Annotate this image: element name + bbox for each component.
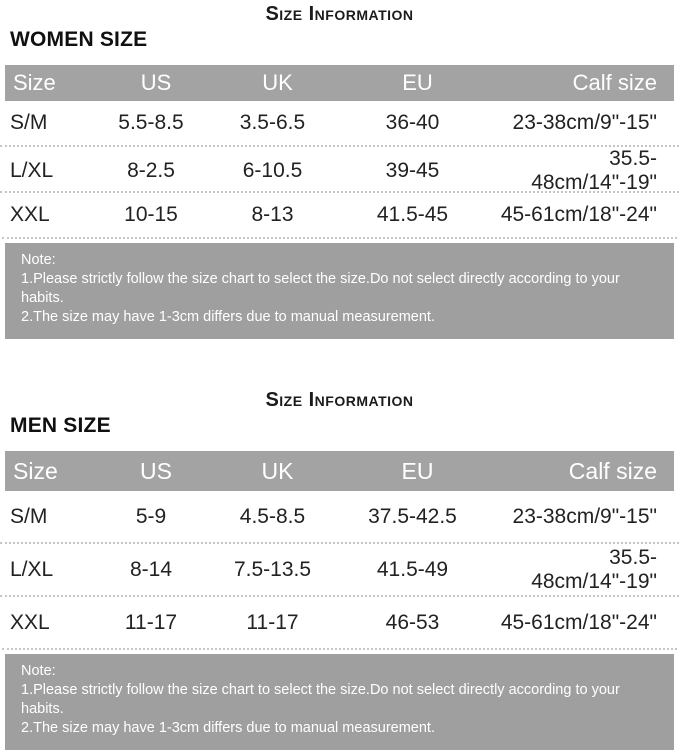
dotted-divider: [2, 237, 677, 243]
note-line-2: 2.The size may have 1-3cm differs due to…: [21, 720, 435, 736]
note-line-1: 1.Please strictly follow the size chart …: [21, 682, 620, 717]
women-size-table: S/M 5.5-8.5 3.5-6.5 36-40 23-38cm/9"-15"…: [0, 101, 679, 237]
column-header-calf-size: Calf size: [572, 70, 657, 95]
cell-uk: 3.5-6.5: [239, 111, 306, 134]
cell-us: 5-9: [135, 504, 167, 528]
note-label: Note:: [21, 663, 56, 679]
cell-us: 8-2.5: [127, 159, 175, 182]
women-size-section: Size Information WOMEN SIZE Size US UK E…: [0, 0, 679, 339]
note-box: Note: 1.Please strictly follow the size …: [5, 243, 674, 339]
cell-size: XXL: [10, 203, 50, 226]
table-row: XXL 11-17 11-17 46-53 45-61cm/18"-24": [0, 595, 679, 648]
cell-size: S/M: [10, 111, 48, 134]
column-header-eu: EU: [401, 457, 434, 484]
table-row: L/XL 8-2.5 6-10.5 39-45 35.5-48cm/14"-19…: [0, 145, 679, 194]
cell-eu: 41.5-49: [376, 557, 449, 581]
cell-calf-size: 45-61cm/18"-24": [500, 203, 657, 226]
cell-uk: 6-10.5: [242, 159, 303, 182]
note-box: Note: 1.Please strictly follow the size …: [5, 654, 674, 750]
dotted-divider: [2, 648, 677, 654]
table-row: XXL 10-15 8-13 41.5-45 45-61cm/18"-24": [0, 191, 679, 237]
cell-uk: 7.5-13.5: [233, 557, 312, 581]
cell-us: 5.5-8.5: [118, 111, 184, 134]
note-line-2: 2.The size may have 1-3cm differs due to…: [21, 309, 435, 325]
cell-eu: 36-40: [385, 111, 440, 134]
table-row: S/M 5-9 4.5-8.5 37.5-42.5 23-38cm/9"-15": [0, 491, 679, 542]
note-line-1: 1.Please strictly follow the size chart …: [21, 271, 620, 306]
column-header-eu: EU: [402, 70, 433, 95]
cell-eu: 41.5-45: [376, 203, 449, 226]
table-header-row: Size US UK EU Calf size: [5, 451, 674, 491]
cell-us: 10-15: [124, 203, 178, 226]
cell-calf-size: 23-38cm/9"-15": [512, 111, 657, 134]
column-header-size: Size: [13, 457, 58, 484]
cell-uk: 11-17: [246, 610, 299, 634]
cell-eu: 37.5-42.5: [368, 504, 457, 528]
cell-us: 8-14: [129, 557, 173, 581]
cell-calf-size: 23-38cm/9"-15": [512, 504, 657, 528]
cell-uk: 8-13: [251, 203, 294, 226]
column-header-uk: UK: [261, 457, 294, 484]
note-label: Note:: [21, 252, 56, 268]
cell-calf-size: 35.5-48cm/14"-19": [531, 545, 657, 593]
column-header-us: US: [140, 457, 172, 484]
column-header-uk: UK: [262, 70, 293, 95]
cell-size: S/M: [10, 504, 48, 528]
table-row: L/XL 8-14 7.5-13.5 41.5-49 35.5-48cm/14"…: [0, 542, 679, 595]
cell-eu: 39-45: [385, 159, 440, 182]
cell-eu: 46-53: [385, 610, 440, 634]
column-header-size: Size: [13, 70, 56, 95]
men-size-section: Size Information MEN SIZE Size US UK EU …: [0, 389, 679, 750]
cell-size: L/XL: [10, 557, 54, 581]
men-size-table: S/M 5-9 4.5-8.5 37.5-42.5 23-38cm/9"-15"…: [0, 491, 679, 648]
cell-uk: 4.5-8.5: [239, 504, 306, 528]
size-information-title: Size Information: [265, 389, 414, 411]
cell-us: 11-17: [124, 610, 178, 634]
column-header-calf-size: Calf size: [568, 457, 657, 484]
men-size-label: MEN SIZE: [10, 414, 111, 437]
cell-calf-size: 35.5-48cm/14"-19": [531, 147, 657, 194]
cell-size: L/XL: [10, 159, 54, 182]
size-information-title: Size Information: [265, 3, 414, 25]
table-row: S/M 5.5-8.5 3.5-6.5 36-40 23-38cm/9"-15": [0, 101, 679, 145]
table-header-row: Size US UK EU Calf size: [5, 65, 674, 101]
women-size-label: WOMEN SIZE: [10, 28, 148, 51]
cell-calf-size: 45-61cm/18"-24": [500, 610, 657, 634]
column-header-us: US: [140, 70, 172, 95]
cell-size: XXL: [10, 610, 50, 634]
